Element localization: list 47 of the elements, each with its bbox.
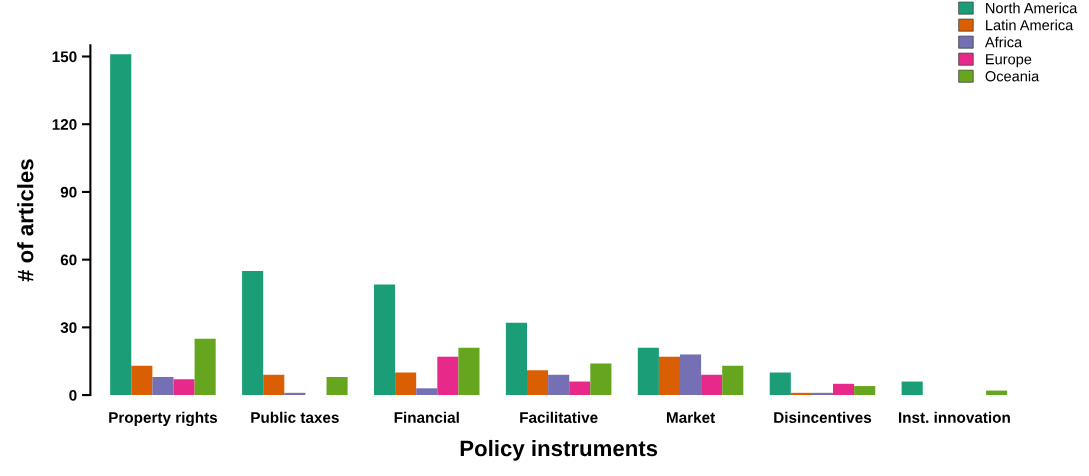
legend-label: North America (986, 2, 1078, 14)
bar (590, 363, 612, 396)
y-tick-label: 120 (52, 119, 77, 130)
x-tick-label: Market (666, 411, 715, 423)
bar (854, 386, 876, 396)
bar (569, 381, 591, 396)
bar (901, 381, 923, 396)
bar (416, 388, 438, 396)
bar (110, 54, 132, 396)
bar (701, 374, 723, 396)
bar (833, 383, 855, 396)
legend-label: Europe (986, 54, 1032, 68)
y-tick-label: 60 (60, 254, 77, 266)
x-tick-label: Property rights (109, 411, 218, 427)
y-tick-label: 30 (60, 322, 77, 334)
x-tick-label: Disincentives (774, 411, 872, 423)
y-tick-label: 150 (52, 51, 77, 63)
bar (395, 372, 417, 396)
legend-label: Latin America (986, 19, 1074, 31)
bar (242, 270, 264, 396)
x-tick-label: Inst. innovation (898, 411, 1010, 423)
bar (131, 365, 153, 396)
bar (658, 356, 681, 396)
x-tick-label: Public taxes (251, 411, 339, 423)
bar (152, 377, 174, 396)
x-axis-title: Policy instruments (460, 439, 658, 461)
bar (722, 365, 744, 396)
bar (637, 347, 659, 396)
bar (326, 377, 348, 396)
y-tick-label: 90 (60, 186, 77, 198)
bar (263, 374, 285, 396)
bar (680, 354, 702, 396)
bar (527, 370, 549, 396)
y-axis-title: # of articles (17, 159, 34, 282)
bar (373, 284, 396, 396)
y-tick-label: 0 (69, 389, 77, 401)
bar (505, 322, 527, 396)
bar (194, 338, 216, 396)
bar (548, 374, 570, 396)
bar (458, 347, 480, 396)
x-tick-label: Facilitative (520, 411, 598, 423)
legend-label: Oceania (985, 70, 1040, 82)
bar (769, 372, 791, 396)
bar (173, 379, 195, 396)
x-tick-label: Financial (394, 411, 459, 423)
bar (437, 356, 459, 396)
legend-label: Africa (984, 36, 1023, 48)
